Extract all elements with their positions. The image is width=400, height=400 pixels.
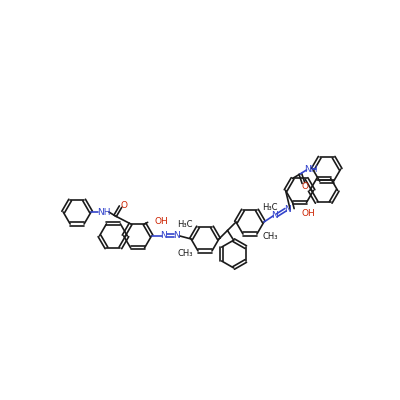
Text: CH₃: CH₃ [262, 232, 278, 241]
Text: OH: OH [155, 217, 168, 226]
Text: CH₃: CH₃ [177, 249, 193, 258]
Text: NH: NH [304, 165, 317, 174]
Text: N: N [284, 205, 291, 214]
Text: N: N [173, 231, 180, 240]
Text: O: O [302, 182, 308, 192]
Text: O: O [121, 200, 128, 210]
Text: H₃C: H₃C [177, 220, 193, 229]
Text: H₃C: H₃C [262, 203, 278, 212]
Text: N: N [271, 211, 278, 220]
Text: OH: OH [302, 209, 316, 218]
Text: N: N [160, 231, 167, 240]
Text: NH: NH [97, 208, 110, 216]
